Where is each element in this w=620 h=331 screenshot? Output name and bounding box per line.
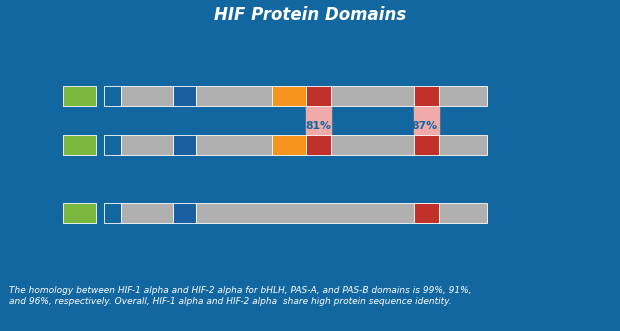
Text: The homology between HIF-1 alpha and HIF-2 alpha for bHLH, PAS-A, and PAS-B doma: The homology between HIF-1 alpha and HIF… [9,286,472,306]
Bar [104,203,121,223]
Bar [196,86,272,106]
Bar [306,135,331,155]
Text: TAD-C: TAD-C [425,77,461,87]
Text: TAD-C: TAD-C [410,231,443,242]
Text: 869 or 870 a.a.: 869 or 870 a.a. [492,140,575,150]
Bar [196,135,272,155]
Polygon shape [306,106,331,135]
Bar [63,86,97,106]
Text: 81%: 81% [306,121,332,131]
Text: PAS A: PAS A [120,77,156,87]
Bar [272,135,306,155]
Bar [272,86,306,106]
Text: 87%: 87% [412,121,438,131]
Bar [414,135,440,155]
Bar [63,203,97,223]
Bar [104,135,121,155]
Bar [121,203,173,223]
Text: PAS B: PAS B [204,77,239,87]
Bar [331,135,414,155]
Bar [121,86,173,106]
Text: O₂-dependent
degradation: O₂-dependent degradation [280,19,356,42]
Bar [440,135,487,155]
Bar [331,86,414,106]
Text: ODDD: ODDD [273,77,310,87]
Text: HIF-1β/
ARNT: HIF-1β/ ARNT [1,199,48,227]
Text: HIF-2α: HIF-2α [6,138,48,151]
Bar [306,86,331,106]
Bar [440,86,487,106]
Text: HIF-1α: HIF-1α [6,89,48,102]
Text: 91%: 91% [120,121,146,131]
Text: transactivation: transactivation [332,171,414,181]
Text: ID: ID [379,77,393,87]
Bar [63,135,97,155]
Bar [173,86,196,106]
Text: DNA binding and
dimerization: DNA binding and dimerization [108,19,201,42]
Text: TAD-N: TAD-N [320,77,358,87]
Text: HIF Protein Domains: HIF Protein Domains [214,6,406,24]
Text: 96%: 96% [203,121,230,131]
Text: bHLH: bHLH [66,77,99,87]
Bar [121,135,173,155]
Bar [196,203,438,223]
Bar [104,86,121,106]
Bar [440,203,487,223]
Polygon shape [414,106,440,135]
Text: 826 a.a.: 826 a.a. [492,91,536,101]
Bar [414,86,440,106]
Text: 99%: 99% [66,121,92,131]
Bar [173,203,196,223]
Bar [414,203,440,223]
Bar [173,135,196,155]
